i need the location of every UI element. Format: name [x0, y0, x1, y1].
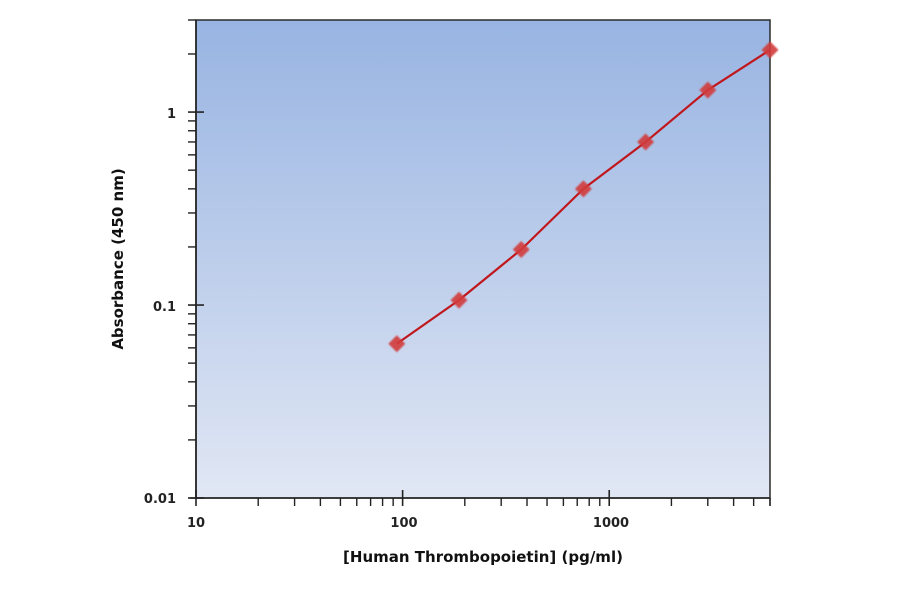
x-tick-label-10: 10: [187, 516, 205, 531]
y-tick-label-0.01: 0.01: [144, 492, 176, 507]
data-point-diamond-icon: [761, 41, 779, 59]
y-axis-title: Absorbance (450 nm): [109, 168, 127, 349]
x-tick-label-100: 100: [390, 516, 417, 531]
data-point-diamond-icon: [388, 335, 406, 353]
data-point-diamond-icon: [699, 81, 717, 99]
data-point-diamond-icon: [637, 133, 655, 151]
data-point-diamond-icon: [512, 241, 530, 258]
y-tick-label-1: 1: [167, 107, 176, 122]
data-series: [388, 41, 779, 353]
data-point-diamond-icon: [574, 180, 592, 198]
x-tick-label-1000: 1000: [593, 516, 629, 531]
data-point-diamond-icon: [450, 291, 468, 309]
x-axis-title: [Human Thrombopoietin] (pg/ml): [343, 548, 623, 566]
plot-area: [195, 19, 771, 499]
y-axis-ticks: [188, 19, 204, 499]
y-tick-label-0.1: 0.1: [153, 300, 176, 315]
